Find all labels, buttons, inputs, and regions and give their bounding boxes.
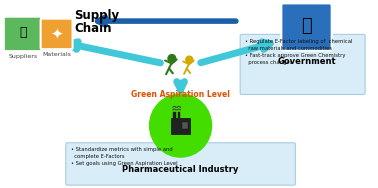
Text: Suppliers: Suppliers [8,54,37,59]
Text: ✦: ✦ [50,26,63,41]
FancyBboxPatch shape [173,112,176,118]
Text: Materials: Materials [42,52,71,57]
Text: Pharmaceutical Industry: Pharmaceutical Industry [122,165,239,174]
FancyBboxPatch shape [281,3,332,51]
FancyBboxPatch shape [178,112,180,118]
Text: • Regulate E-Factor labeling of  chemical
  raw materials and commodities
• Fast: • Regulate E-Factor labeling of chemical… [245,39,352,65]
FancyBboxPatch shape [40,19,73,49]
Text: Green Aspiration Level: Green Aspiration Level [131,90,230,99]
Text: 🚚: 🚚 [19,27,26,39]
Text: • Standardize metrics with simple and
  complete E-Factors
• Set goals using Gre: • Standardize metrics with simple and co… [71,147,178,166]
FancyBboxPatch shape [171,118,190,133]
FancyBboxPatch shape [4,17,42,51]
Circle shape [168,55,176,62]
Text: Supply
Chain: Supply Chain [74,9,119,35]
FancyBboxPatch shape [240,34,365,95]
Text: 🏛: 🏛 [301,17,312,35]
Circle shape [150,94,212,157]
Circle shape [186,56,193,63]
FancyBboxPatch shape [66,143,295,185]
FancyBboxPatch shape [182,122,187,129]
Text: Government: Government [277,57,336,66]
